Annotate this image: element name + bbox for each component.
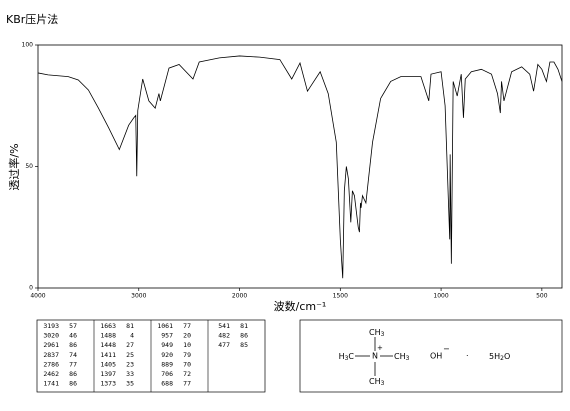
anion-charge: − <box>443 345 450 354</box>
peak-transmittance: 4 <box>130 332 134 340</box>
peak-wavenumber: 1373 <box>100 380 116 388</box>
x-tick-label: 3000 <box>131 293 146 300</box>
formula-part: 5H <box>489 352 500 361</box>
peak-transmittance: 81 <box>126 322 134 330</box>
peak-transmittance: 25 <box>126 351 134 359</box>
peak-wavenumber: 1411 <box>100 351 116 359</box>
peak-transmittance: 86 <box>240 332 248 340</box>
peak-transmittance: 74 <box>69 351 77 359</box>
anion: OH <box>430 352 442 361</box>
structure-frame <box>299 319 563 393</box>
peak-wavenumber: 1663 <box>100 322 116 330</box>
peak-transmittance: 72 <box>183 370 191 378</box>
x-tick-label: 1000 <box>433 293 448 300</box>
peak-transmittance: 35 <box>126 380 134 388</box>
formula-subscript: 2 <box>500 355 504 362</box>
peak-wavenumber: 477 <box>218 341 230 349</box>
peak-transmittance: 70 <box>183 360 191 368</box>
peak-wavenumber: 920 <box>161 351 173 359</box>
peak-transmittance: 23 <box>126 360 134 368</box>
peak-transmittance: 27 <box>126 341 134 349</box>
peak-wavenumber: 949 <box>161 341 173 349</box>
peak-wavenumber: 541 <box>218 322 230 330</box>
x-tick-label: 2000 <box>232 293 247 300</box>
peak-wavenumber: 2961 <box>43 341 59 349</box>
peak-transmittance: 46 <box>69 332 77 340</box>
formula-subscript: 3 <box>381 380 385 387</box>
formula-subscript: 3 <box>381 331 385 338</box>
peak-transmittance: 33 <box>126 370 134 378</box>
methyl-bottom: CH3 <box>369 377 385 387</box>
y-tick-label: 50 <box>25 163 33 170</box>
y-tick-label: 0 <box>29 285 33 292</box>
x-tick-label: 4000 <box>30 293 45 300</box>
formula-part: C <box>348 352 354 361</box>
peak-transmittance: 20 <box>183 332 191 340</box>
formula-subscript: 3 <box>345 355 349 362</box>
peak-transmittance: 10 <box>183 341 191 349</box>
formula-part: CH <box>369 377 381 386</box>
peak-wavenumber: 2786 <box>43 360 59 368</box>
peak-wavenumber: 482 <box>218 332 230 340</box>
peak-transmittance: 86 <box>69 341 77 349</box>
peak-transmittance: 77 <box>69 360 77 368</box>
peak-wavenumber: 1405 <box>100 360 116 368</box>
methyl-left: H3C <box>339 352 355 362</box>
peak-wavenumber: 1061 <box>157 322 173 330</box>
plot-frame <box>37 44 563 289</box>
peak-wavenumber: 3193 <box>43 322 59 330</box>
bonds <box>355 337 393 376</box>
atom-n: N <box>372 352 378 361</box>
peak-wavenumber: 889 <box>161 360 173 368</box>
spectrum-line <box>37 55 563 279</box>
y-tick-label: 100 <box>22 42 34 49</box>
peak-transmittance: 77 <box>183 322 191 330</box>
peak-transmittance: 77 <box>183 380 191 388</box>
peak-wavenumber: 706 <box>161 370 173 378</box>
peak-wavenumber: 3020 <box>43 332 59 340</box>
y-axis-label: 透过率/% <box>7 143 21 190</box>
peak-transmittance: 81 <box>240 322 248 330</box>
x-tick-label: 500 <box>536 293 548 300</box>
peak-transmittance: 85 <box>240 341 248 349</box>
peak-wavenumber: 688 <box>161 380 173 388</box>
formula-part: O <box>504 352 510 361</box>
chart-title: KBr压片法 <box>6 12 58 26</box>
methyl-right: CH3 <box>394 352 410 362</box>
peak-wavenumber: 2462 <box>43 370 59 378</box>
peak-transmittance: 86 <box>69 380 77 388</box>
peak-wavenumber: 1488 <box>100 332 116 340</box>
peak-wavenumber: 1448 <box>100 341 116 349</box>
formula-part: CH <box>369 328 381 337</box>
formula-part: H <box>339 352 345 361</box>
water: 5H2O <box>489 352 510 362</box>
peak-wavenumber: 1741 <box>43 380 59 388</box>
dot: · <box>466 352 469 361</box>
formula-subscript: 3 <box>406 355 410 362</box>
x-axis-label: 波数/cm⁻¹ <box>274 300 327 313</box>
formula-part: CH <box>394 352 406 361</box>
peak-transmittance: 57 <box>69 322 77 330</box>
peak-transmittance: 86 <box>69 370 77 378</box>
peak-wavenumber: 1397 <box>100 370 116 378</box>
peak-wavenumber: 957 <box>161 332 173 340</box>
methyl-top: CH3 <box>369 328 385 338</box>
peak-wavenumber: 2837 <box>43 351 59 359</box>
x-tick-label: 1500 <box>333 293 348 300</box>
peak-transmittance: 79 <box>183 351 191 359</box>
charge: + <box>377 344 383 352</box>
